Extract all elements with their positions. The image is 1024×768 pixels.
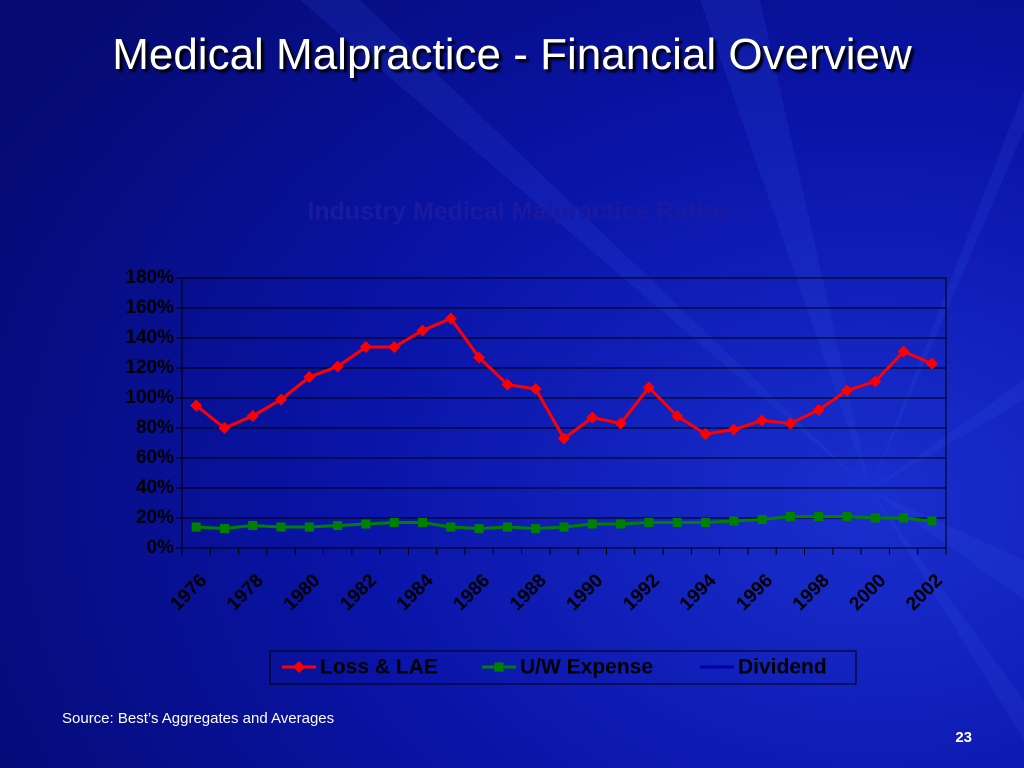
data-point bbox=[558, 432, 570, 445]
y-tick-label: 0% bbox=[147, 537, 175, 558]
data-point bbox=[870, 513, 880, 523]
data-point bbox=[840, 384, 853, 397]
y-tick-label: 120% bbox=[125, 357, 174, 378]
data-point bbox=[473, 351, 486, 364]
data-point bbox=[531, 524, 541, 533]
data-point bbox=[529, 383, 542, 395]
data-point bbox=[925, 357, 938, 370]
data-point bbox=[644, 518, 654, 527]
y-tick-label: 60% bbox=[136, 447, 174, 468]
data-point bbox=[418, 518, 428, 527]
data-point bbox=[190, 399, 203, 412]
data-point bbox=[444, 312, 457, 325]
data-point bbox=[276, 522, 286, 532]
data-point bbox=[812, 404, 825, 416]
slide-title: Medical Malpractice - Financial Overview bbox=[112, 30, 912, 79]
data-point bbox=[331, 360, 344, 373]
data-point bbox=[869, 375, 882, 388]
legend-marker bbox=[293, 661, 305, 673]
legend bbox=[269, 650, 857, 685]
data-point bbox=[616, 519, 626, 529]
data-point bbox=[275, 393, 288, 406]
data-point bbox=[757, 515, 767, 524]
data-point bbox=[642, 381, 655, 394]
y-tick-label: 180% bbox=[125, 267, 174, 288]
data-point bbox=[502, 522, 512, 532]
data-point bbox=[416, 324, 429, 337]
y-tick-label: 100% bbox=[125, 387, 174, 408]
y-tick-label: 160% bbox=[125, 297, 174, 318]
data-point bbox=[727, 423, 740, 436]
page-number: 23 bbox=[955, 729, 972, 746]
data-point bbox=[246, 410, 259, 422]
data-point bbox=[219, 524, 229, 533]
data-point bbox=[927, 516, 937, 526]
y-tick-label: 20% bbox=[136, 507, 174, 528]
data-point bbox=[218, 422, 231, 434]
data-point bbox=[897, 345, 910, 358]
data-point bbox=[586, 411, 599, 424]
data-point bbox=[389, 518, 399, 527]
data-point bbox=[587, 519, 597, 529]
data-point bbox=[359, 341, 372, 353]
y-tick-label: 140% bbox=[125, 327, 174, 348]
data-point bbox=[446, 522, 456, 532]
data-point bbox=[614, 417, 627, 430]
data-point bbox=[785, 512, 795, 521]
data-point bbox=[814, 512, 824, 521]
data-point bbox=[729, 516, 739, 526]
data-point bbox=[899, 513, 909, 523]
legend-label: U/W Expense bbox=[520, 656, 653, 679]
data-point bbox=[756, 414, 769, 427]
data-point bbox=[784, 417, 797, 430]
data-point bbox=[388, 341, 401, 353]
data-point bbox=[333, 521, 343, 530]
data-point bbox=[501, 378, 514, 391]
legend-label: Dividend bbox=[738, 656, 827, 679]
legend-marker bbox=[494, 662, 504, 672]
data-point bbox=[303, 371, 316, 383]
source: Source: Best’s Aggregates and Averages bbox=[62, 710, 335, 727]
data-point bbox=[842, 512, 852, 521]
y-tick-label: 80% bbox=[136, 417, 174, 438]
data-point bbox=[559, 522, 569, 532]
data-point bbox=[699, 428, 712, 440]
data-point bbox=[248, 521, 258, 530]
chart-title: Industry Medical Malpractice Ratios bbox=[307, 198, 732, 226]
y-tick-label: 40% bbox=[136, 477, 174, 498]
data-point bbox=[672, 518, 682, 527]
data-point bbox=[700, 518, 710, 527]
data-point bbox=[361, 519, 371, 529]
legend-label: Loss & LAE bbox=[320, 656, 438, 679]
data-point bbox=[474, 524, 484, 533]
data-point bbox=[304, 522, 314, 532]
data-point bbox=[191, 522, 201, 532]
data-point bbox=[671, 410, 684, 422]
